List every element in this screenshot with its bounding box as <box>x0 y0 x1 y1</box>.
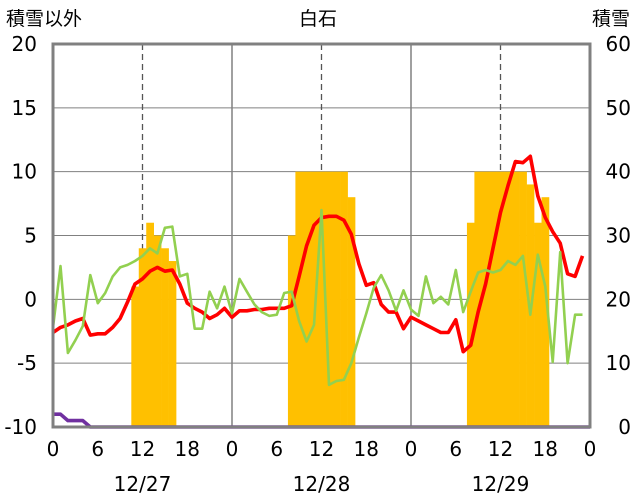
left-axis-label: 積雪以外 <box>6 8 82 30</box>
right-tick-label: 30 <box>606 224 631 248</box>
snow-bar <box>511 171 520 427</box>
green-series-line <box>51 208 583 387</box>
snow-bar <box>310 171 319 427</box>
snow-bar <box>332 171 341 427</box>
snow-bar <box>317 171 326 427</box>
left-tick-label: 15 <box>12 96 37 120</box>
left-axis-ticks: 20 15 10 5 0 -5 -10 <box>4 32 37 439</box>
date-label: 12/29 <box>472 472 530 496</box>
snow-bar <box>302 171 311 427</box>
snow-bar <box>168 261 177 427</box>
left-tick-label: 0 <box>24 287 37 311</box>
x-tick-label: 18 <box>533 437 558 461</box>
snow-bar <box>519 171 527 427</box>
left-tick-label: 20 <box>12 32 37 56</box>
right-axis-ticks: 60 50 40 30 20 10 0 <box>606 32 631 439</box>
left-tick-label: -10 <box>4 415 37 439</box>
right-tick-label: 20 <box>606 287 631 311</box>
right-axis-label: 積雪 <box>592 8 630 30</box>
snow-bar <box>347 197 356 427</box>
snow-bar <box>153 235 162 427</box>
snow-bar <box>138 248 147 427</box>
x-tick-label: 0 <box>47 437 60 461</box>
snow-bar <box>474 171 483 427</box>
x-tick-label: 0 <box>405 437 418 461</box>
snow-bar <box>146 222 154 427</box>
x-tick-label: 6 <box>270 437 283 461</box>
x-tick-label: 18 <box>175 437 200 461</box>
snow-bar <box>541 197 550 427</box>
x-tick-label: 0 <box>226 437 239 461</box>
snow-bar <box>534 222 542 427</box>
left-tick-label: 5 <box>24 224 37 248</box>
snow-bar <box>131 286 140 427</box>
left-tick-label: -5 <box>17 351 37 375</box>
snow-bar <box>295 171 304 427</box>
snow-depth-bars <box>131 171 550 427</box>
x-axis-hour-ticks: 0 6 12 18 0 6 12 18 0 6 12 18 0 <box>47 437 597 461</box>
x-tick-label: 0 <box>584 437 597 461</box>
snow-bar <box>161 248 169 427</box>
x-tick-label: 6 <box>449 437 462 461</box>
snow-bar <box>466 222 475 427</box>
plot-frame <box>51 42 592 429</box>
snow-bar <box>287 235 296 427</box>
x-axis-date-labels: 12/27 12/28 12/29 <box>114 472 530 496</box>
x-tick-label: 12 <box>130 437 155 461</box>
red-series-line <box>51 154 585 354</box>
chart-title: 白石 <box>299 8 337 30</box>
right-tick-label: 10 <box>606 351 631 375</box>
right-tick-label: 40 <box>606 160 631 184</box>
x-tick-label: 12 <box>488 437 513 461</box>
right-tick-label: 60 <box>606 32 631 56</box>
snow-bar <box>325 171 333 427</box>
date-label: 12/28 <box>293 472 351 496</box>
date-label: 12/27 <box>114 472 172 496</box>
right-tick-label: 0 <box>618 415 631 439</box>
snow-bar <box>496 171 505 427</box>
right-tick-label: 50 <box>606 96 631 120</box>
x-tick-label: 6 <box>91 437 104 461</box>
snow-bar <box>489 171 498 427</box>
x-tick-label: 12 <box>309 437 334 461</box>
x-tick-label: 18 <box>354 437 379 461</box>
snow-bar <box>481 171 490 427</box>
snow-bar <box>340 171 348 427</box>
left-tick-label: 10 <box>12 160 37 184</box>
snow-bar <box>504 171 512 427</box>
